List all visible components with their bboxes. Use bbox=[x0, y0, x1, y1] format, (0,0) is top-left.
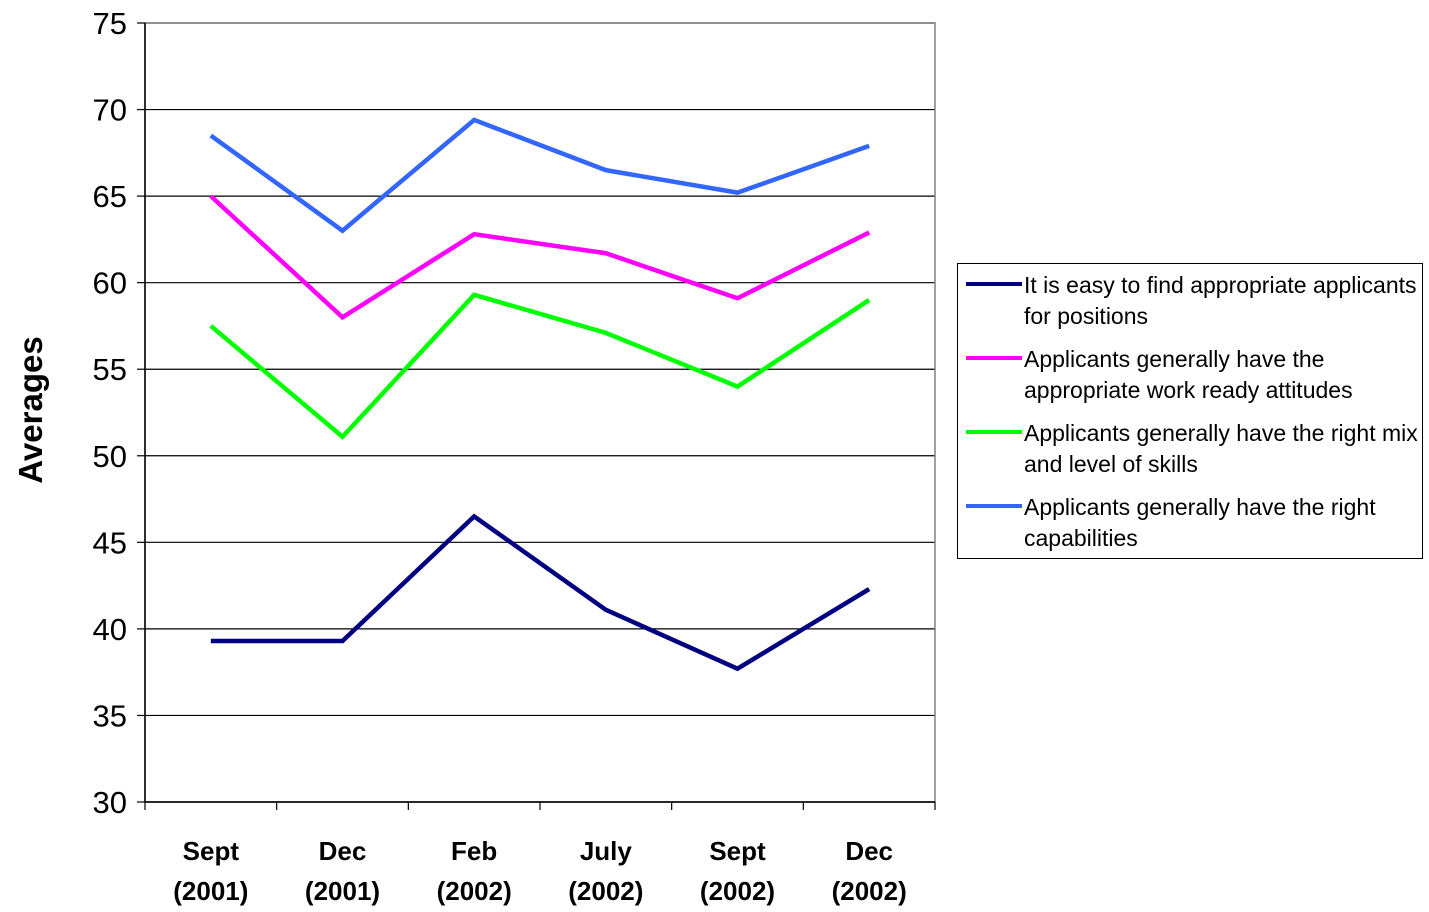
legend-swatch-series-2 bbox=[966, 356, 1022, 360]
legend-label-series-1: It is easy to find appropriate applicant… bbox=[1024, 272, 1417, 329]
y-tick-labels: 30 35 40 45 50 55 60 65 70 75 bbox=[93, 6, 127, 820]
x-tick-label-year: (2001) bbox=[305, 876, 380, 906]
y-tick-label: 30 bbox=[93, 785, 127, 820]
y-tick-label: 65 bbox=[93, 179, 127, 214]
legend-swatch-series-3 bbox=[966, 430, 1022, 434]
legend-item-series-3: Applicants generally have the right mix … bbox=[966, 418, 1424, 480]
x-tick-label: Dec bbox=[845, 836, 893, 866]
series-line-4 bbox=[209, 117, 870, 234]
legend-item-series-4: Applicants generally have the right capa… bbox=[966, 492, 1424, 554]
x-tick-label-year: (2002) bbox=[832, 876, 907, 906]
y-tick-label: 45 bbox=[93, 525, 127, 560]
legend-item-series-2: Applicants generally have the appropriat… bbox=[966, 344, 1424, 406]
legend: It is easy to find appropriate applicant… bbox=[957, 263, 1423, 559]
x-tick-label: July bbox=[580, 836, 633, 866]
legend-label-series-2: Applicants generally have the appropriat… bbox=[1024, 346, 1353, 403]
x-tick-label-year: (2002) bbox=[437, 876, 512, 906]
gridlines bbox=[145, 22, 935, 803]
x-tick-labels: Sept (2001) Dec (2001) Feb (2002) July (2002) Se… bbox=[173, 836, 906, 906]
x-tick-label: Dec bbox=[319, 836, 367, 866]
series-lines bbox=[209, 117, 871, 672]
legend-label-series-4: Applicants generally have the right capa… bbox=[1024, 494, 1376, 551]
x-tick-label-year: (2001) bbox=[173, 876, 248, 906]
axes bbox=[137, 22, 936, 810]
plot-area bbox=[144, 22, 936, 803]
legend-swatch-series-1 bbox=[966, 282, 1022, 286]
y-tick-label: 75 bbox=[93, 6, 127, 41]
series-line-3 bbox=[209, 292, 871, 440]
y-tick-label: 70 bbox=[93, 93, 127, 128]
y-tick-label: 60 bbox=[93, 266, 127, 301]
legend-swatch-series-4 bbox=[966, 504, 1022, 508]
x-tick-label-year: (2002) bbox=[568, 876, 643, 906]
legend-item-series-1: It is easy to find appropriate applicant… bbox=[966, 270, 1424, 332]
y-tick-label: 35 bbox=[93, 698, 127, 733]
series-line-1 bbox=[210, 513, 871, 672]
x-tick-label: Sept bbox=[183, 836, 240, 866]
x-tick-label: Sept bbox=[709, 836, 766, 866]
x-tick-label-year: (2002) bbox=[700, 876, 775, 906]
x-tick-label: Feb bbox=[451, 836, 497, 866]
y-tick-label: 50 bbox=[93, 439, 127, 474]
legend-label-series-3: Applicants generally have the right mix … bbox=[1024, 420, 1418, 477]
y-tick-label: 55 bbox=[93, 352, 127, 387]
y-axis-label: Averages bbox=[12, 336, 49, 483]
y-tick-label: 40 bbox=[93, 612, 127, 647]
series-line-2 bbox=[209, 194, 871, 321]
